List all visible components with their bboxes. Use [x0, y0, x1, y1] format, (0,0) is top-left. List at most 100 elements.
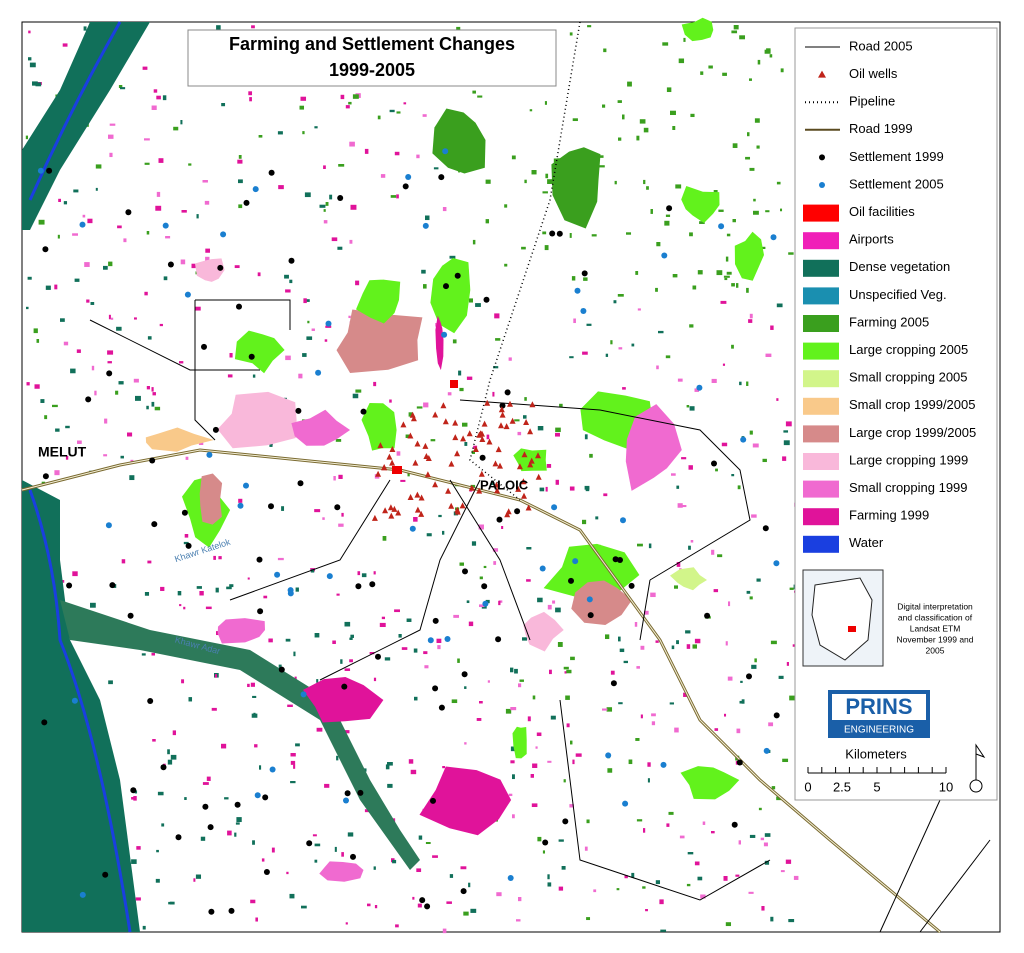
speckle — [646, 186, 649, 190]
settlement — [514, 508, 521, 515]
settlement — [556, 230, 563, 237]
speckle — [650, 592, 656, 598]
oil-well — [445, 487, 452, 494]
settlement — [350, 853, 356, 860]
speckle — [764, 833, 771, 837]
speckle — [57, 234, 60, 239]
speckle — [323, 209, 326, 212]
speckle — [348, 101, 352, 105]
speckle — [199, 591, 204, 596]
speckle — [341, 512, 344, 517]
legend-label: Pipeline — [849, 94, 895, 109]
speckle — [394, 151, 400, 156]
speckle — [457, 658, 460, 663]
speckle — [123, 238, 127, 243]
speckle — [751, 664, 757, 669]
speckle — [134, 790, 138, 794]
speckle — [481, 605, 487, 609]
speckle — [636, 666, 640, 669]
speckle — [414, 696, 418, 701]
speckle — [293, 764, 296, 769]
speckle — [544, 101, 547, 105]
oil-well — [432, 411, 439, 418]
oil-facility — [450, 380, 458, 388]
speckle — [780, 870, 785, 873]
speckle — [754, 118, 760, 123]
speckle — [483, 565, 487, 569]
speckle — [622, 387, 626, 390]
speckle — [717, 554, 723, 558]
speckle — [185, 456, 189, 460]
settlement — [438, 174, 445, 181]
speckle — [306, 336, 313, 340]
speckle — [610, 670, 615, 675]
speckle — [523, 415, 527, 419]
oil-well — [414, 440, 421, 447]
speckle — [680, 505, 687, 508]
speckle — [159, 323, 163, 327]
speckle — [776, 398, 779, 401]
speckle — [686, 405, 690, 408]
speckle — [432, 855, 438, 858]
settlement — [460, 888, 467, 895]
settlement — [628, 582, 635, 589]
settlement — [42, 473, 49, 480]
speckle — [316, 727, 323, 732]
legend-label: Large cropping 2005 — [849, 342, 968, 357]
speckle — [558, 886, 564, 891]
speckle — [754, 658, 757, 663]
land-patch — [336, 309, 423, 373]
settlement — [360, 408, 367, 415]
speckle — [785, 421, 792, 427]
speckle — [547, 760, 552, 763]
oil-well — [410, 415, 417, 422]
speckle — [151, 105, 157, 110]
speckle — [252, 374, 256, 378]
speckle — [584, 485, 590, 490]
speckle — [329, 194, 333, 200]
speckle — [504, 263, 508, 267]
land-patch — [670, 567, 707, 591]
speckle — [610, 340, 613, 345]
speckle — [468, 298, 473, 303]
speckle — [44, 415, 48, 420]
speckle — [398, 634, 402, 638]
settlement — [295, 407, 302, 414]
inset-note-line: November 1999 and — [896, 634, 973, 644]
speckle — [466, 600, 470, 604]
speckle — [765, 353, 772, 358]
oil-well — [521, 451, 528, 458]
settlement — [746, 673, 752, 680]
speckle — [451, 699, 458, 704]
speckle — [636, 135, 640, 141]
speckle — [299, 105, 305, 110]
legend-swatch — [803, 259, 839, 277]
legend-label: Large crop 1999/2005 — [849, 425, 976, 440]
settlement — [441, 331, 448, 338]
land-patch — [291, 409, 351, 446]
speckle — [202, 782, 209, 785]
speckle — [783, 440, 790, 446]
speckle — [144, 138, 150, 141]
speckle — [780, 208, 783, 212]
speckle — [181, 679, 185, 684]
road-2005 — [194, 300, 216, 441]
settlement — [41, 719, 48, 726]
speckle — [537, 597, 543, 603]
speckle — [690, 113, 695, 118]
speckle — [602, 708, 608, 711]
settlement — [666, 205, 673, 212]
settlement — [773, 560, 780, 567]
settlement — [660, 761, 667, 768]
settlement — [212, 426, 219, 433]
speckle — [345, 105, 350, 109]
speckle — [323, 165, 326, 169]
speckle — [618, 636, 621, 642]
speckle — [640, 645, 645, 650]
scale-bar: 0 2.5 5 10 — [804, 767, 953, 794]
speckle — [557, 642, 563, 647]
speckle — [338, 474, 343, 479]
speckle — [251, 713, 258, 718]
speckle — [643, 179, 646, 185]
speckle — [107, 350, 114, 355]
